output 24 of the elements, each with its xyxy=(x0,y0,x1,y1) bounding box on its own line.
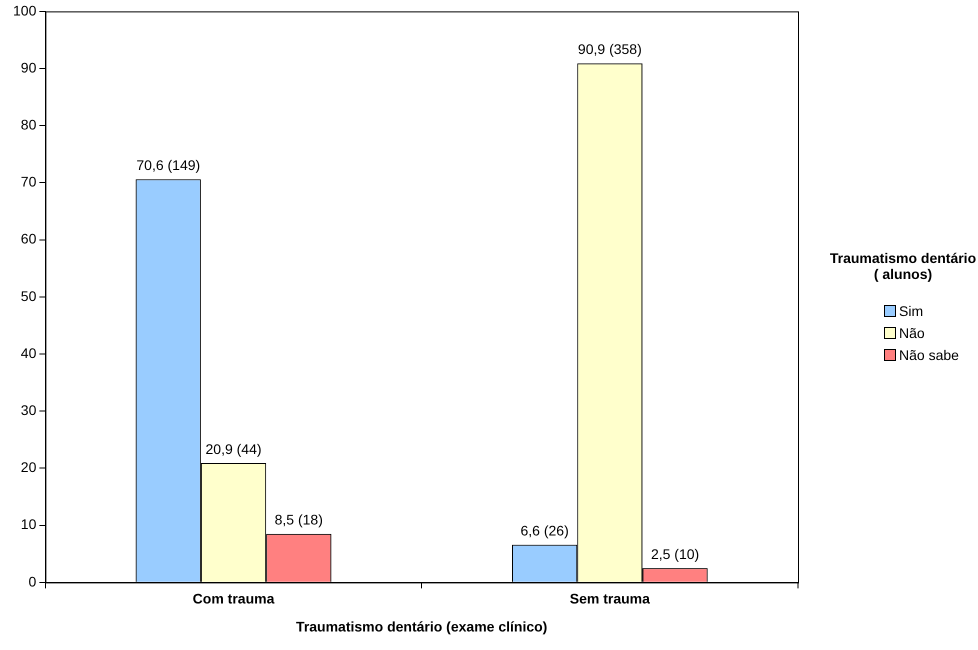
legend-title: Traumatismo dentário ( alunos) xyxy=(828,250,978,282)
data-label: 8,5 (18) xyxy=(274,512,323,528)
x-axis-title: Traumatismo dentário (exame clínico) xyxy=(296,618,548,634)
data-label: 90,9 (358) xyxy=(578,41,642,58)
y-tick-label: 90 xyxy=(20,59,37,76)
data-label: 20,9 (44) xyxy=(205,440,262,457)
y-tick-label: 60 xyxy=(20,230,37,247)
legend-label: Sim xyxy=(899,303,924,319)
y-tick-label: 30 xyxy=(20,402,37,418)
y-tick-label: 100 xyxy=(13,2,37,18)
data-label: 2,5 (10) xyxy=(650,546,700,562)
data-label: 6,6 (26) xyxy=(520,522,569,539)
y-tick-label: 80 xyxy=(20,116,37,132)
data-label: 70,6 (149) xyxy=(136,157,200,174)
y-tick-label: 70 xyxy=(20,174,37,190)
y-tick-label: 0 xyxy=(28,573,37,590)
x-tick-label: Sem trauma xyxy=(570,590,650,607)
y-tick-label: 20 xyxy=(20,459,37,476)
y-tick-label: 50 xyxy=(20,288,37,304)
y-tick-label: 10 xyxy=(20,516,37,532)
x-tick-label: Com trauma xyxy=(192,590,275,607)
legend-label: Não xyxy=(899,325,925,341)
y-tick-label: 40 xyxy=(20,344,37,361)
legend-label: Não sabe xyxy=(899,347,959,363)
